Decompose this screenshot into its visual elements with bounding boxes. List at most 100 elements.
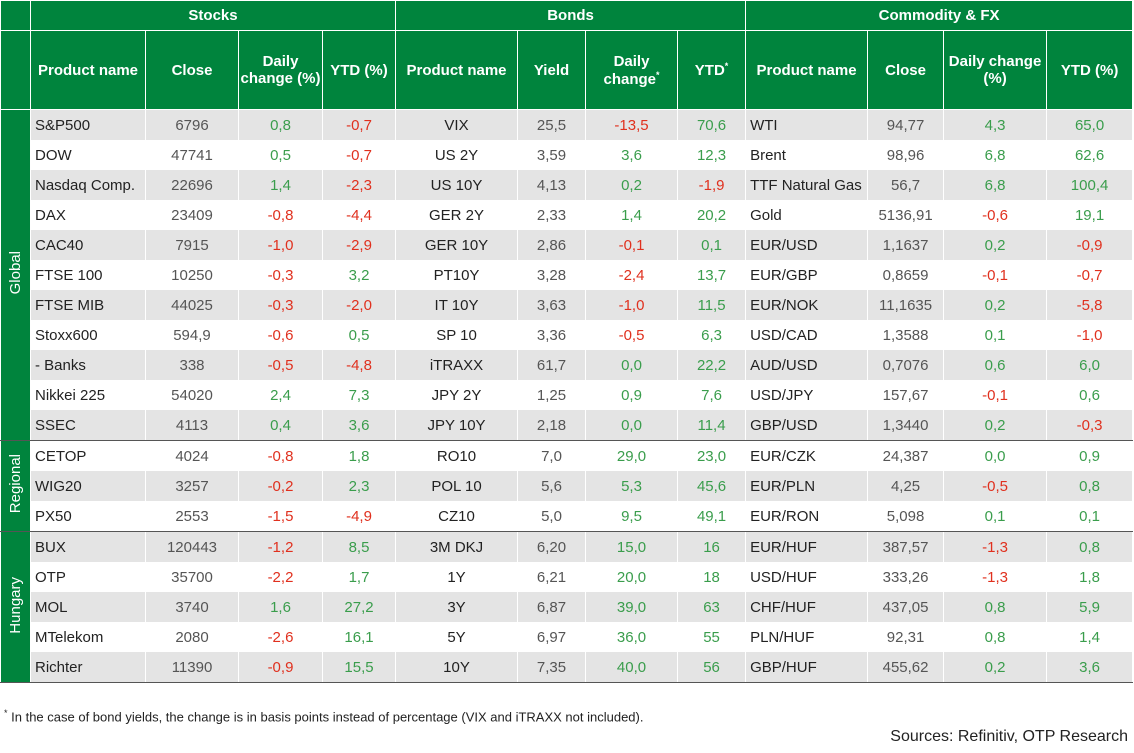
corner <box>0 0 31 31</box>
row-group-text: Global <box>7 251 24 295</box>
product-name: CETOP <box>30 440 146 471</box>
daily-change: 3,6 <box>585 140 679 170</box>
ytd-change: 11,4 <box>677 410 747 441</box>
column-header-label: Daily change (%) <box>240 53 321 87</box>
ytd-change: 3,2 <box>321 260 397 290</box>
ytd-change: 1,7 <box>321 562 397 592</box>
daily-change: 0,8 <box>238 109 323 140</box>
close-value: 6,87 <box>517 592 587 622</box>
product-name: JPY 2Y <box>395 380 519 410</box>
daily-change: -1,0 <box>585 290 679 320</box>
close-value: 35700 <box>145 562 239 592</box>
ytd-change: 49,1 <box>677 501 747 532</box>
product-name: IT 10Y <box>395 290 519 320</box>
ytd-change: 2,3 <box>321 471 397 501</box>
daily-change: -1,5 <box>238 501 323 532</box>
column-header-label: YTD <box>694 62 725 79</box>
close-value: 2,33 <box>517 200 587 230</box>
section-header: Stocks <box>29 0 397 31</box>
product-name: PT10Y <box>395 260 519 290</box>
table-row: Regional CETOP 4024 -0,8 1,8 RO10 7,0 29,0 23,0 E… <box>0 440 1134 532</box>
close-value: 437,05 <box>867 592 945 622</box>
daily-change: 0,9 <box>585 380 679 410</box>
daily-change: 40,0 <box>585 652 679 683</box>
table-row: Nikkei 225 54020 2,4 7,3 JPY 2Y 1,25 0,9 7,6 USD… <box>1 380 1134 410</box>
product-name: 1Y <box>395 562 519 592</box>
product-name: PLN/HUF <box>745 622 869 652</box>
corner <box>0 30 31 110</box>
close-value: 5136,91 <box>867 200 945 230</box>
daily-change: 0,2 <box>585 170 679 200</box>
close-value: 6796 <box>145 109 239 140</box>
product-name: MTelekom <box>30 622 146 652</box>
product-name: OTP <box>30 562 146 592</box>
column-header-label: YTD (%) <box>1060 61 1119 79</box>
product-name: EUR/USD <box>745 230 869 260</box>
table-row: Global S&P500 6796 0,8 -0,7 VIX 25,5 -13,5 70,6 W… <box>0 109 1134 441</box>
ytd-change: 65,0 <box>1046 109 1134 140</box>
row-group-label: Hungary <box>0 531 31 683</box>
column-header-label: Daily change (%) <box>948 53 1042 87</box>
product-name: DAX <box>30 200 146 230</box>
column-header: YTD (%) <box>321 30 397 110</box>
product-name: - Banks <box>30 350 146 380</box>
product-name: 10Y <box>395 652 519 683</box>
ytd-change: 13,7 <box>677 260 747 290</box>
product-name: USD/JPY <box>745 380 869 410</box>
daily-change: -0,5 <box>238 350 323 380</box>
ytd-change: 1,8 <box>1046 562 1134 592</box>
close-value: 24,387 <box>867 440 945 471</box>
table-row: Hungary BUX 120443 -1,2 8,5 3M DKJ 6,20 15,0 16 E… <box>0 531 1134 683</box>
product-name: FTSE 100 <box>30 260 146 290</box>
close-value: 3,36 <box>517 320 587 350</box>
column-header-label: Yield <box>533 61 570 79</box>
ytd-change: 18 <box>677 562 747 592</box>
close-value: 11390 <box>145 652 239 683</box>
daily-change: -0,6 <box>238 320 323 350</box>
close-value: 6,97 <box>517 622 587 652</box>
ytd-change: 56 <box>677 652 747 683</box>
ytd-change: -0,7 <box>321 140 397 170</box>
daily-change: -1,3 <box>943 531 1048 562</box>
close-value: 3,28 <box>517 260 587 290</box>
table-row: OTP 35700 -2,2 1,7 1Y 6,21 20,0 18 USD/HUF 333,26… <box>1 562 1134 592</box>
daily-change: 20,0 <box>585 562 679 592</box>
daily-change: 0,2 <box>943 410 1048 441</box>
column-header: Product name <box>395 30 519 110</box>
daily-change: -0,1 <box>943 380 1048 410</box>
close-value: 4113 <box>145 410 239 441</box>
daily-change: 1,4 <box>238 170 323 200</box>
column-header-label: Close <box>885 61 926 79</box>
product-name: iTRAXX <box>395 350 519 380</box>
column-header-row: Product name Close Daily change (%) YTD (%)… <box>0 30 1134 110</box>
ytd-change: -0,9 <box>1046 230 1134 260</box>
product-name: EUR/HUF <box>745 531 869 562</box>
product-name: EUR/RON <box>745 501 869 532</box>
close-value: 1,3440 <box>867 410 945 441</box>
close-value: 94,77 <box>867 109 945 140</box>
column-header: Close <box>145 30 239 110</box>
daily-change: -0,6 <box>943 200 1048 230</box>
daily-change: -1,3 <box>943 562 1048 592</box>
ytd-change: 7,6 <box>677 380 747 410</box>
ytd-change: 12,3 <box>677 140 747 170</box>
product-name: JPY 10Y <box>395 410 519 441</box>
close-value: 0,8659 <box>867 260 945 290</box>
close-value: 54020 <box>145 380 239 410</box>
column-header: Product name <box>745 30 869 110</box>
product-name: MOL <box>30 592 146 622</box>
close-value: 56,7 <box>867 170 945 200</box>
column-header-label: YTD (%) <box>330 61 388 79</box>
close-value: 4024 <box>145 440 239 471</box>
daily-change: -0,1 <box>943 260 1048 290</box>
footnote-text: In the case of bond yields, the change i… <box>11 709 644 725</box>
ytd-change: 70,6 <box>677 109 747 140</box>
ytd-change: 100,4 <box>1046 170 1134 200</box>
product-name: S&P500 <box>30 109 146 140</box>
daily-change: 29,0 <box>585 440 679 471</box>
row-group-text: Hungary <box>7 576 24 634</box>
product-name: USD/CAD <box>745 320 869 350</box>
product-name: EUR/PLN <box>745 471 869 501</box>
daily-change: -2,6 <box>238 622 323 652</box>
close-value: 98,96 <box>867 140 945 170</box>
